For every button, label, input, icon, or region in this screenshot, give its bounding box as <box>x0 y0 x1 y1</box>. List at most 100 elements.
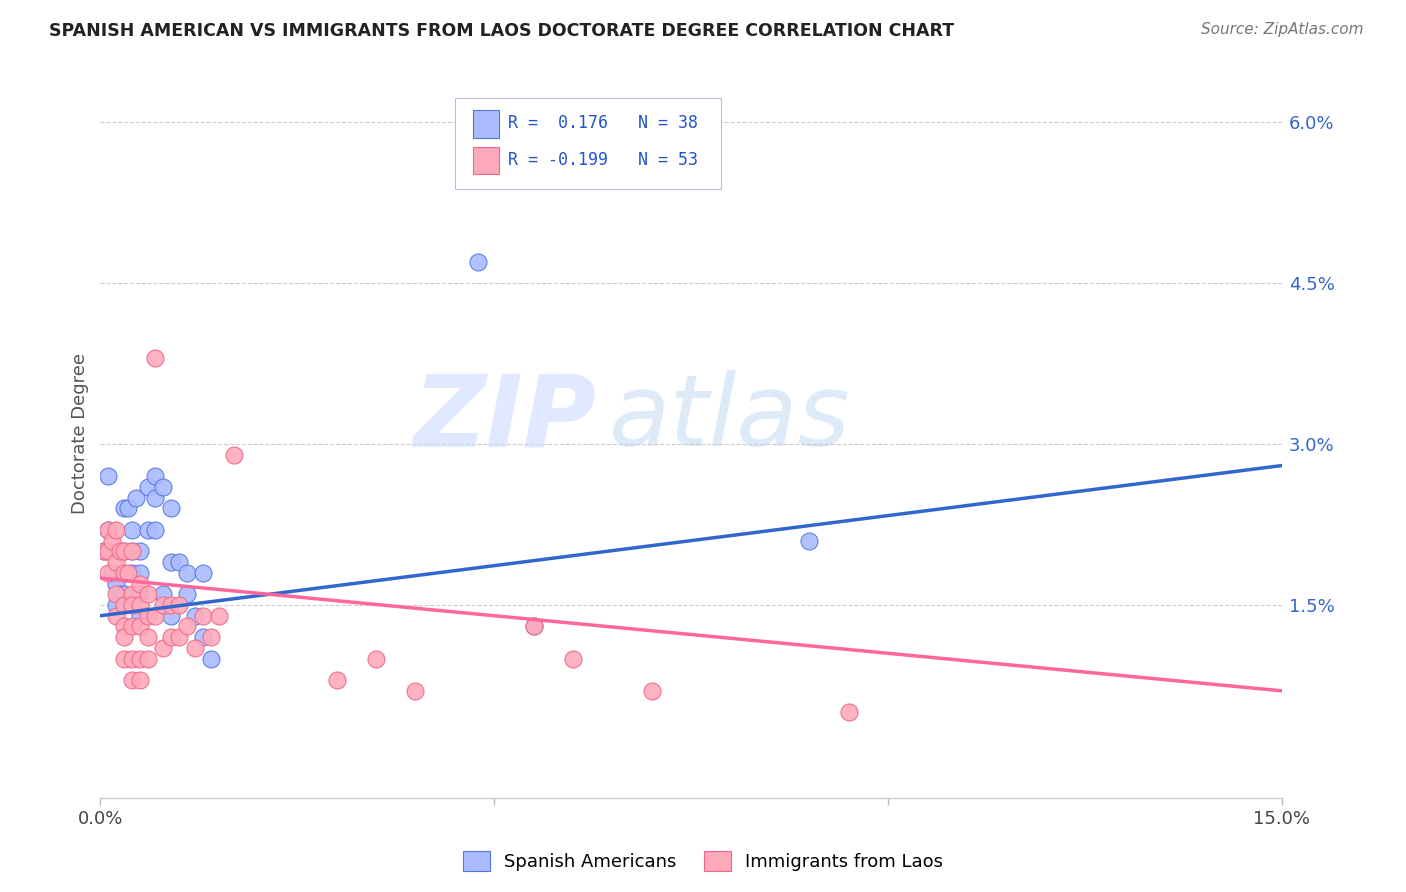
Point <box>105 576 128 591</box>
Point <box>128 566 150 580</box>
Point <box>184 640 207 655</box>
Point <box>145 469 167 483</box>
Point <box>108 587 131 601</box>
Point <box>145 608 167 623</box>
Point <box>128 608 150 623</box>
Point <box>112 544 135 558</box>
Point <box>101 566 124 580</box>
Point <box>191 608 214 623</box>
Point <box>117 501 139 516</box>
Point <box>200 651 222 665</box>
Point <box>207 608 229 623</box>
Point <box>152 480 174 494</box>
Point <box>167 598 190 612</box>
Point <box>128 544 150 558</box>
Point <box>121 598 143 612</box>
Point <box>112 501 135 516</box>
Point <box>838 706 860 720</box>
Point <box>160 555 183 569</box>
Point <box>200 630 222 644</box>
Point <box>108 544 131 558</box>
Point <box>136 630 159 644</box>
Point <box>325 673 347 687</box>
Point <box>145 491 167 505</box>
Point <box>97 566 120 580</box>
Y-axis label: Doctorate Degree: Doctorate Degree <box>72 353 89 514</box>
Point <box>136 523 159 537</box>
Point <box>167 555 190 569</box>
Bar <box>472 110 499 138</box>
Point <box>191 566 214 580</box>
Point <box>121 619 143 633</box>
Point <box>364 651 387 665</box>
Point <box>128 587 150 601</box>
Point <box>184 608 207 623</box>
Point <box>799 533 821 548</box>
Point <box>176 566 198 580</box>
Point <box>112 619 135 633</box>
Point <box>97 523 120 537</box>
Point <box>121 523 143 537</box>
Point <box>523 619 546 633</box>
Text: R =  0.176   N = 38: R = 0.176 N = 38 <box>508 114 697 132</box>
Point <box>105 608 128 623</box>
Legend: Spanish Americans, Immigrants from Laos: Spanish Americans, Immigrants from Laos <box>456 844 950 879</box>
Point <box>128 651 150 665</box>
Point <box>467 254 489 268</box>
Point <box>97 469 120 483</box>
Point <box>160 630 183 644</box>
Point <box>167 630 190 644</box>
Point <box>97 544 120 558</box>
Point <box>125 491 148 505</box>
Point <box>117 566 139 580</box>
Text: atlas: atlas <box>609 370 851 467</box>
Point <box>121 544 143 558</box>
Text: ZIP: ZIP <box>413 370 596 467</box>
Point <box>136 587 159 601</box>
Point <box>128 576 150 591</box>
Point <box>93 544 115 558</box>
Point <box>160 608 183 623</box>
Point <box>112 630 135 644</box>
Point <box>105 598 128 612</box>
Point <box>152 587 174 601</box>
Point <box>136 480 159 494</box>
Point <box>105 555 128 569</box>
Point <box>176 587 198 601</box>
Point <box>128 619 150 633</box>
Point <box>136 651 159 665</box>
Text: R = -0.199   N = 53: R = -0.199 N = 53 <box>508 151 697 169</box>
Point <box>112 651 135 665</box>
Point <box>105 523 128 537</box>
Point <box>641 683 664 698</box>
Point <box>101 533 124 548</box>
Point <box>105 587 128 601</box>
FancyBboxPatch shape <box>454 98 721 189</box>
Point <box>562 651 585 665</box>
Point <box>136 608 159 623</box>
Point <box>121 587 143 601</box>
Bar <box>472 146 499 174</box>
Point <box>160 501 183 516</box>
Point <box>152 598 174 612</box>
Point <box>121 651 143 665</box>
Point <box>97 523 120 537</box>
Text: SPANISH AMERICAN VS IMMIGRANTS FROM LAOS DOCTORATE DEGREE CORRELATION CHART: SPANISH AMERICAN VS IMMIGRANTS FROM LAOS… <box>49 22 955 40</box>
Point <box>404 683 426 698</box>
Point <box>121 566 143 580</box>
Point <box>145 351 167 366</box>
Point <box>191 630 214 644</box>
Point <box>128 673 150 687</box>
Point <box>176 619 198 633</box>
Point <box>145 523 167 537</box>
Point <box>128 598 150 612</box>
Point <box>112 544 135 558</box>
Point <box>224 448 246 462</box>
Point <box>112 598 135 612</box>
Point <box>93 544 115 558</box>
Point <box>152 640 174 655</box>
Point <box>112 566 135 580</box>
Point <box>112 587 135 601</box>
Point <box>523 619 546 633</box>
Text: Source: ZipAtlas.com: Source: ZipAtlas.com <box>1201 22 1364 37</box>
